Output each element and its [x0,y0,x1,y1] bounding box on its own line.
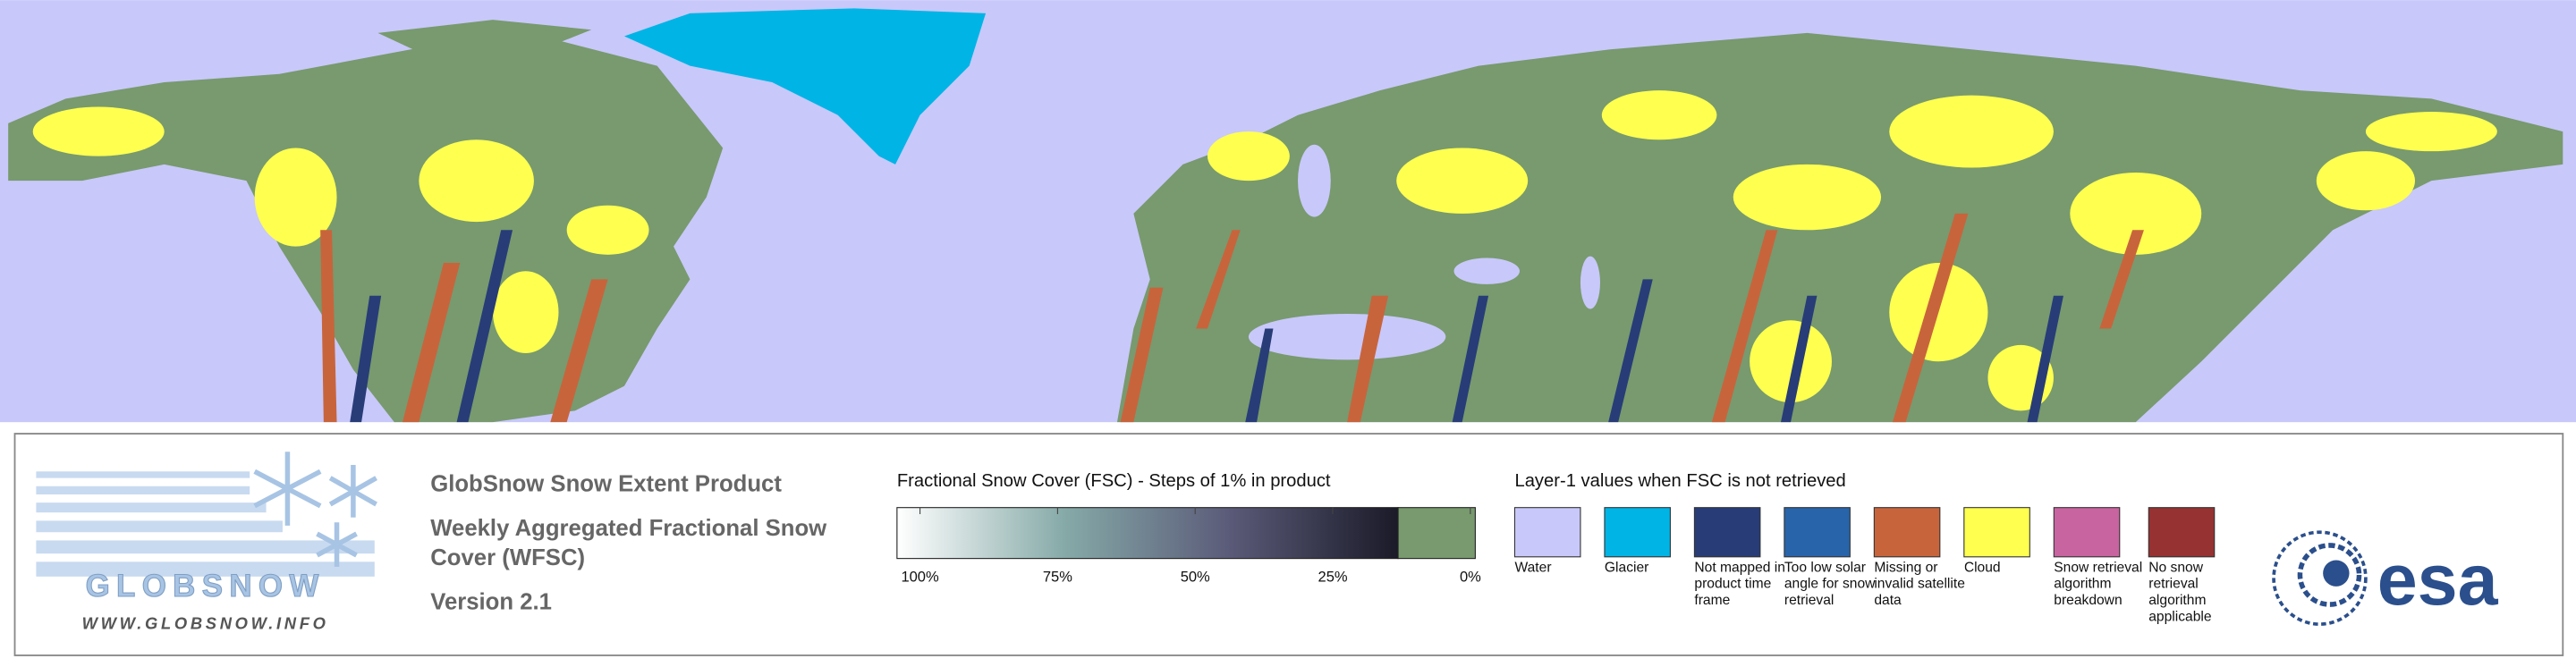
colorbar-title: Fractional Snow Cover (FSC) - Steps of 1… [897,471,1331,491]
legend-label-box: Cloud [1963,558,2001,575]
legend-label-box: Glacier [1604,558,1649,575]
legend-swatch [2148,507,2216,558]
legend-label: Not mapped in product time frame [1694,558,1785,608]
legend-label: Water [1514,558,1552,575]
legend-label: No snow retrieval algorithm applicable [2148,558,2212,625]
legend-label: Cloud [1963,558,2001,575]
colorbar-tick-label: 50% [1181,568,1210,585]
product-subtitle: Weekly Aggregated Fractional Snow Cover … [430,514,827,570]
legend-swatch [1604,507,1671,558]
legend-label: Snow retrieval algorithm breakdown [2054,558,2143,608]
colorbar-no-snow [1397,507,1476,560]
colorbar-tick-label: 100% [901,568,939,585]
legend-swatch [2053,507,2121,558]
legend-label: Too low solar angle for snow retrieval [1784,558,1876,608]
colorbar-tick-label: 25% [1318,568,1348,585]
legend-swatch [1963,507,2030,558]
legend-swatch [1784,507,1851,558]
legend-label-box: No snow retrieval algorithm applicable [2148,558,2212,625]
legend-swatch [1693,507,1761,558]
legend-label-box: Missing or invalid satellite data [1874,558,1965,608]
product-title: GlobSnow Snow Extent Product [430,471,782,496]
legend-swatch [1513,507,1581,558]
colorbar-tick-label: 75% [1043,568,1072,585]
legend-label-box: Water [1514,558,1552,575]
esa-logo: esa [2272,530,2499,626]
legend-swatch [1873,507,1941,558]
layer1-title: Layer-1 values when FSC is not retrieved [1514,471,1845,491]
product-version: Version 2.1 [430,590,552,615]
colorbar-tick-label: 0% [1460,568,1481,585]
logo-url: WWW.GLOBSNOW.INFO [82,614,329,633]
logo-name: GLOBSNOW [86,569,326,604]
legend-label-box: Not mapped in product time frame [1694,558,1785,608]
legend-label-box: Too low solar angle for snow retrieval [1784,558,1876,608]
map [0,0,2576,423]
legend-label-box: Snow retrieval algorithm breakdown [2054,558,2143,608]
legend-label: Missing or invalid satellite data [1874,558,1965,608]
esa-text: esa [2377,540,2499,621]
colorbar-gradient [896,507,1399,560]
legend-label: Glacier [1604,558,1649,575]
globsnow-logo: GLOBSNOW WWW.GLOBSNOW.INFO [36,452,377,633]
